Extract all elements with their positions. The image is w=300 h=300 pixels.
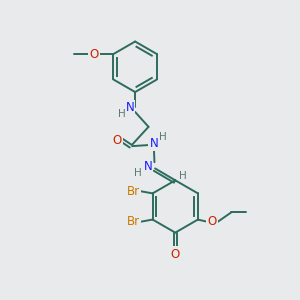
Text: O: O: [113, 134, 122, 147]
Text: H: H: [160, 132, 167, 142]
Text: Br: Br: [126, 215, 140, 228]
Text: H: H: [179, 171, 187, 181]
Text: H: H: [134, 168, 142, 178]
Text: O: O: [90, 48, 99, 61]
Text: O: O: [208, 215, 217, 228]
Text: N: N: [125, 101, 134, 114]
Text: H: H: [118, 109, 126, 119]
Text: N: N: [149, 137, 158, 150]
Text: O: O: [171, 248, 180, 260]
Text: Br: Br: [126, 184, 140, 197]
Text: N: N: [143, 160, 152, 173]
